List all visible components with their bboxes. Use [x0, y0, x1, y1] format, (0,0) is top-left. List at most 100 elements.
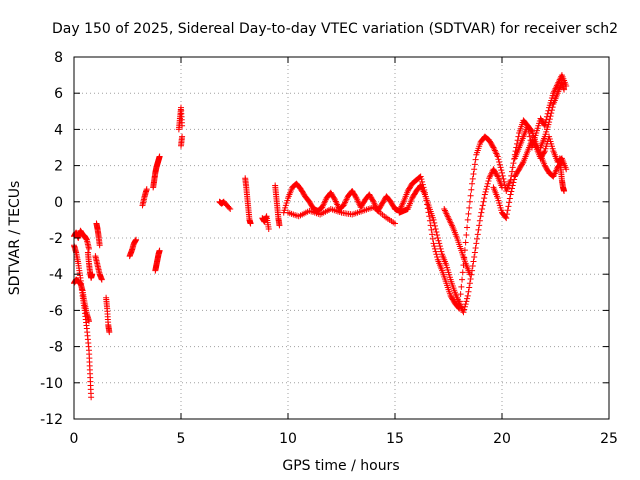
- data-point: [519, 160, 526, 167]
- chart-title: Day 150 of 2025, Sidereal Day-to-day VTE…: [52, 21, 618, 37]
- data-point: [548, 110, 555, 117]
- data-point: [471, 254, 478, 261]
- data-point: [156, 247, 163, 254]
- data-point: [479, 202, 486, 209]
- data-point: [96, 242, 103, 249]
- data-point: [460, 309, 467, 316]
- x-tick-label: 5: [177, 431, 186, 447]
- x-tick-label: 10: [279, 431, 297, 447]
- data-point: [506, 195, 513, 202]
- data-point: [547, 113, 554, 120]
- data-point: [509, 182, 516, 189]
- data-point: [85, 245, 92, 252]
- x-axis-label: GPS time / hours: [282, 458, 399, 474]
- data-point: [497, 164, 504, 171]
- data-point: [265, 225, 272, 232]
- data-point: [475, 226, 482, 233]
- data-point: [502, 214, 509, 221]
- data-point: [476, 217, 483, 224]
- data-point: [471, 166, 478, 173]
- data-point: [88, 394, 95, 401]
- data-point: [503, 215, 510, 222]
- data-point: [459, 269, 466, 276]
- data-point: [480, 198, 487, 205]
- data-point: [476, 222, 483, 229]
- data-point: [549, 104, 556, 111]
- data-point: [438, 248, 445, 255]
- data-point: [436, 243, 443, 250]
- data-point: [106, 329, 113, 336]
- data-point: [479, 206, 486, 213]
- data-point: [489, 143, 496, 150]
- data-point: [133, 236, 140, 243]
- grid-lines: [74, 57, 609, 419]
- data-point: [467, 192, 474, 199]
- data-point: [470, 171, 477, 178]
- x-tick-label: 0: [70, 431, 79, 447]
- y-tick-label: -12: [40, 412, 63, 428]
- data-point: [85, 318, 92, 325]
- data-point: [467, 276, 474, 283]
- data-point: [418, 176, 425, 183]
- data-point: [481, 195, 488, 202]
- data-point: [179, 122, 186, 129]
- data-point: [464, 216, 471, 223]
- data-point: [431, 219, 438, 226]
- data-point: [466, 280, 473, 287]
- data-point: [156, 153, 163, 160]
- data-point: [466, 271, 473, 278]
- data-points: [71, 72, 570, 401]
- data-point: [461, 306, 468, 313]
- data-point: [510, 160, 517, 167]
- data-point: [471, 161, 478, 168]
- data-point: [496, 161, 503, 168]
- data-point: [469, 175, 476, 182]
- data-point: [508, 168, 515, 175]
- y-tick-label: 6: [54, 86, 63, 102]
- data-point: [435, 237, 442, 244]
- data-point: [89, 271, 96, 278]
- y-tick-label: -2: [49, 231, 63, 247]
- data-point: [464, 292, 471, 299]
- y-tick-label: -10: [40, 376, 63, 392]
- data-point: [458, 283, 465, 290]
- data-point: [473, 240, 480, 247]
- data-point: [247, 220, 254, 227]
- data-point: [503, 211, 510, 218]
- data-point: [471, 249, 478, 256]
- data-point: [352, 193, 359, 200]
- data-point: [483, 186, 490, 193]
- data-point: [499, 169, 505, 176]
- y-axis-label: SDTVAR / TECUs: [7, 181, 23, 296]
- y-tick-label: -8: [49, 340, 63, 356]
- data-point: [511, 176, 518, 183]
- data-point: [495, 156, 502, 163]
- data-point: [369, 197, 376, 204]
- data-point: [548, 107, 555, 114]
- data-point: [429, 231, 436, 238]
- data-point: [432, 248, 439, 255]
- y-tick-labels: -12 -10 -8 -6 -4 -2 0 2 4 6 8: [40, 50, 63, 428]
- data-point: [494, 172, 501, 179]
- data-point: [528, 127, 535, 134]
- data-point: [481, 191, 488, 198]
- data-point: [98, 276, 105, 283]
- data-point: [461, 247, 468, 254]
- data-point: [431, 245, 438, 252]
- data-point: [500, 175, 507, 182]
- data-point: [561, 86, 568, 93]
- data-point: [427, 222, 434, 229]
- data-point: [546, 116, 553, 123]
- data-point: [430, 216, 437, 223]
- data-point: [429, 235, 436, 242]
- data-point: [541, 149, 548, 156]
- data-point: [482, 188, 489, 195]
- data-point: [498, 167, 505, 174]
- data-point: [472, 156, 479, 163]
- data-point: [474, 235, 481, 242]
- data-point: [466, 204, 473, 211]
- y-tick-label: 8: [54, 50, 63, 66]
- data-point: [470, 258, 477, 265]
- data-point: [461, 303, 468, 310]
